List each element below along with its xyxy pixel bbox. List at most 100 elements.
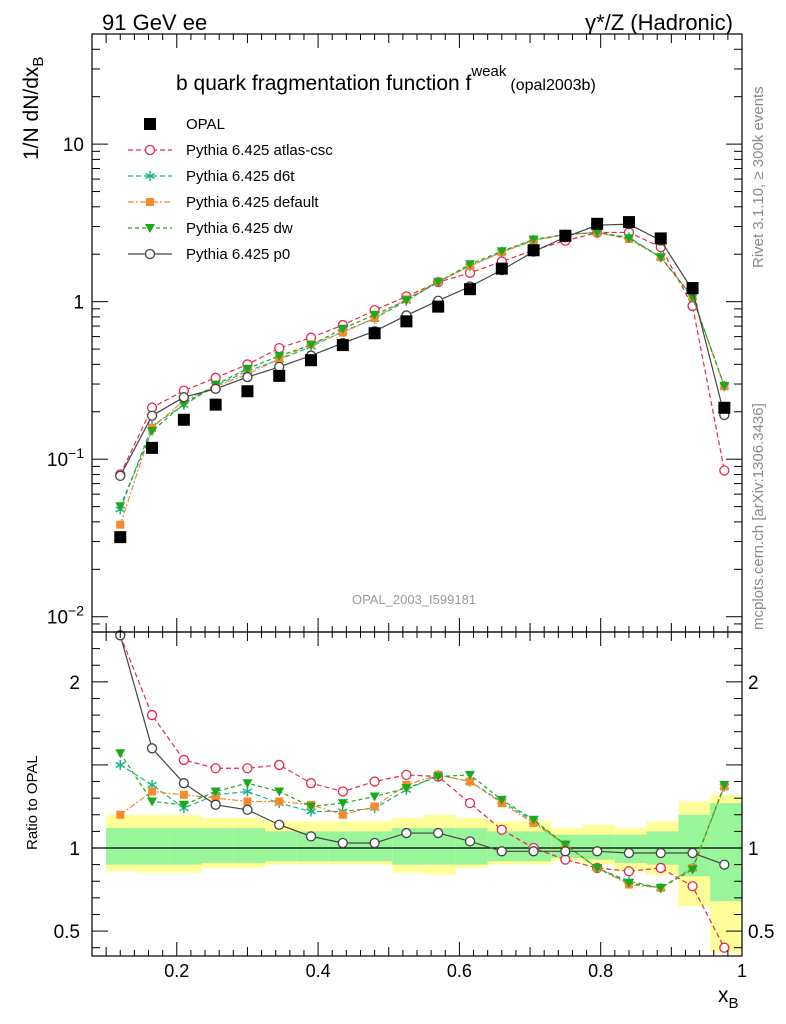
ratio-point — [148, 787, 157, 796]
ratio-point — [719, 780, 730, 790]
series-line — [119, 231, 725, 525]
ratio-y-tick-label: 0.5 — [54, 922, 80, 943]
opal-point — [495, 262, 508, 275]
legend-label: Pythia 6.425 default — [186, 194, 319, 211]
band-inner — [265, 831, 297, 862]
series-point — [623, 234, 634, 244]
legend-label: Pythia 6.425 atlas-csc — [186, 142, 333, 159]
ratio-point-stroke — [147, 781, 157, 789]
x-tick-label: 0.8 — [588, 961, 613, 981]
x-tick-label: 0.2 — [164, 961, 189, 981]
y-tick-exponent: −2 — [68, 603, 84, 619]
ratio-point-stroke — [115, 761, 126, 769]
ratio-point — [401, 784, 412, 794]
ratio-point — [433, 827, 444, 839]
ratio-line — [119, 635, 725, 866]
opal-point — [177, 413, 190, 426]
series-point — [115, 502, 126, 512]
opal-point — [622, 216, 635, 229]
opal-point — [559, 229, 572, 242]
ratio-line — [119, 635, 725, 948]
opal-point — [146, 441, 159, 454]
opal-point — [209, 398, 222, 411]
ratio-line — [119, 774, 725, 889]
opal-point — [273, 369, 286, 382]
series-point — [306, 340, 317, 350]
rivet-label: Rivet 3.1.10, ≥ 300k events — [750, 86, 767, 268]
ratio-point — [623, 847, 635, 859]
band-inner — [710, 803, 742, 902]
ratio-point — [306, 802, 317, 812]
legend-marker-stroke — [145, 172, 155, 180]
main-marks — [114, 216, 731, 544]
series-point — [242, 371, 253, 383]
opal-point — [686, 282, 699, 295]
legend-marker — [145, 224, 155, 233]
opal-point — [305, 354, 318, 367]
ratio-point — [719, 942, 730, 953]
legend-marker — [145, 171, 155, 181]
ratio-point-stroke — [242, 788, 253, 795]
series-point — [274, 351, 285, 361]
series-point — [146, 410, 158, 421]
legend-label: Pythia 6.425 d6t — [186, 168, 295, 185]
ratio-point — [370, 802, 379, 811]
series-line — [119, 231, 725, 475]
ratio-point — [464, 770, 475, 780]
opal-point — [654, 232, 667, 245]
title-superscript: weak — [470, 63, 507, 80]
title-main: b quark fragmentation function f — [176, 72, 472, 95]
ratio-point — [337, 786, 348, 797]
y-tick-base: 10 — [47, 608, 68, 629]
ratio-point — [401, 827, 412, 839]
legend-label: OPAL — [186, 116, 225, 133]
title-tag: (opal2003b) — [510, 77, 595, 94]
x-tick-label: 1 — [737, 961, 747, 981]
xlabel: xB — [718, 984, 739, 1012]
ratio-point — [687, 865, 698, 875]
ratio-point — [496, 824, 507, 835]
ratio-point — [210, 799, 221, 810]
legend-marker — [144, 118, 156, 130]
y-tick-exponent: −1 — [68, 445, 84, 461]
ratio-point — [369, 776, 380, 787]
series-point — [687, 293, 698, 303]
ratio-point — [687, 847, 698, 859]
opal-point — [591, 217, 604, 230]
series-point — [337, 324, 348, 334]
band-inner — [137, 828, 170, 865]
ratio-point — [242, 763, 253, 774]
series-point — [116, 520, 125, 529]
ratio-point — [623, 878, 634, 888]
ratio-point — [655, 883, 666, 893]
y-tick-label: 10−2 — [47, 603, 84, 629]
x-tick-label: 0.6 — [447, 961, 472, 981]
ratio-point — [147, 797, 158, 807]
series-point — [528, 235, 539, 245]
series-point — [496, 247, 507, 257]
ratio-point — [465, 777, 474, 786]
y-tick-label: 1 — [73, 293, 84, 314]
series-point — [401, 296, 412, 306]
ratio-point — [242, 804, 253, 815]
opal-point — [241, 385, 254, 398]
ratio-plot-area — [92, 794, 742, 953]
ratio-point — [146, 743, 158, 754]
ratio-point — [178, 778, 189, 789]
ratio-marks — [115, 630, 730, 953]
ratio-point — [210, 787, 221, 797]
opal-point — [527, 244, 540, 257]
ratio-point — [115, 759, 126, 770]
main-ylabel: 1/N dN/dxB — [20, 57, 47, 160]
band-inner — [201, 828, 234, 863]
ratio-point — [274, 819, 285, 830]
ratio-y-tick-label: 2 — [69, 673, 80, 694]
ratio-frame — [91, 631, 743, 957]
ratio-point — [496, 846, 507, 857]
header-right: γ*/Z (Hadronic) — [585, 10, 733, 35]
series-point — [242, 364, 253, 374]
opal-point — [336, 339, 349, 352]
series-point — [592, 228, 603, 238]
